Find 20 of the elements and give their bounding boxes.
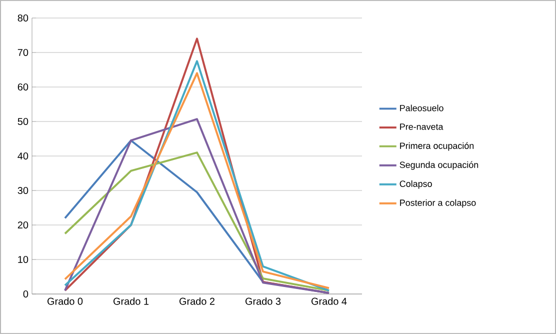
- x-tick-label: Grado 0: [48, 298, 83, 305]
- y-tick-label: 20: [18, 221, 28, 229]
- y-tick-label: 70: [18, 48, 28, 56]
- x-tick-label: Grado 4: [312, 298, 347, 305]
- legend-label: Pre-naveta: [400, 124, 444, 130]
- x-tick-label: Grado 2: [180, 298, 214, 305]
- y-tick-label: 30: [18, 186, 28, 194]
- y-tick-label: 60: [18, 83, 28, 91]
- x-tick-label: Grado 1: [114, 298, 149, 305]
- x-tick-label: Grado 3: [246, 298, 281, 305]
- y-tick-label: 0: [23, 290, 28, 298]
- legend-label: Colapso: [400, 180, 432, 189]
- y-tick-label: 40: [18, 152, 28, 160]
- y-tick-label: 10: [18, 256, 28, 264]
- legend-label: Primera ocupación: [400, 142, 474, 151]
- legend-label: Posterior a colapso: [400, 199, 476, 208]
- legend-label: Segunda ocupación: [400, 161, 478, 170]
- legend-label: Paleosuelo: [400, 104, 444, 112]
- y-tick-label: 50: [18, 118, 28, 126]
- y-tick-label: 80: [18, 14, 28, 22]
